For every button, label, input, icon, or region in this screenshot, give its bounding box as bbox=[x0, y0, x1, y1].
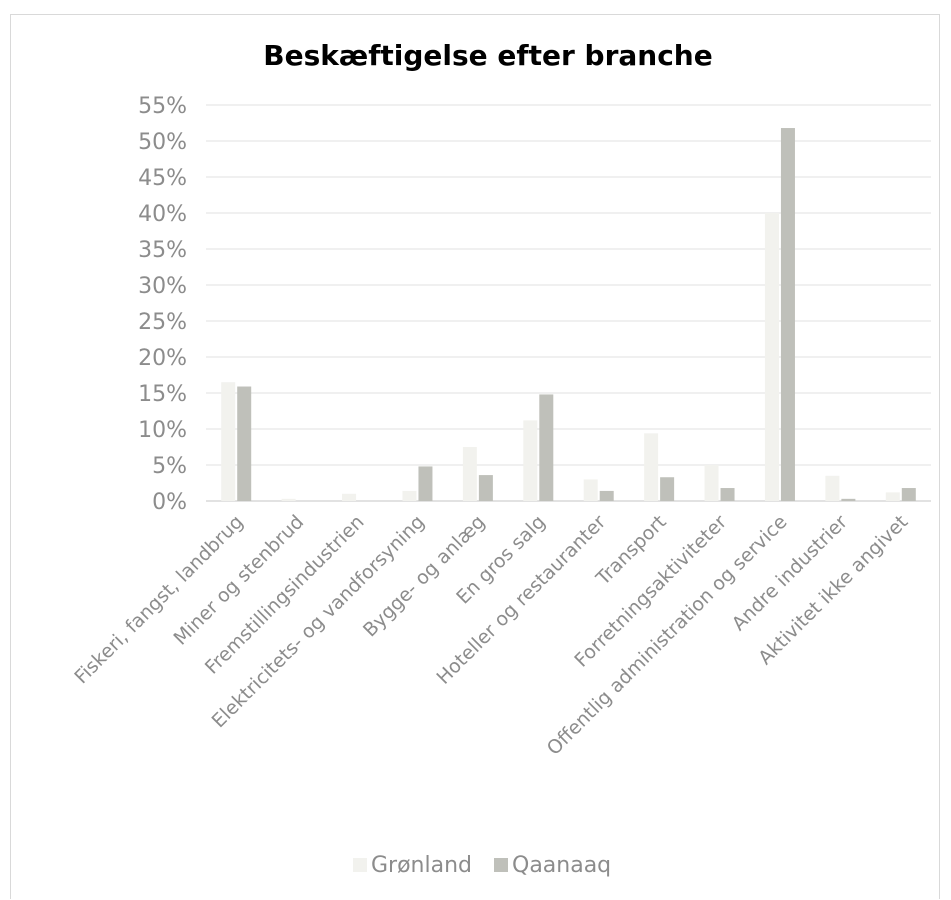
chart-frame: Beskæftigelse efter branche 0% 5% 10% 15% 20… bbox=[10, 14, 940, 899]
y-axis-ticks: 0% 5% 10% 15% 20% 25% 30% 35% 40% 45% 50% 55% bbox=[138, 94, 187, 515]
x-tick-label: Elektricitets- og vandforsyning bbox=[208, 511, 429, 732]
bar-qaanaaq bbox=[418, 466, 433, 501]
bar-gronland bbox=[885, 492, 900, 501]
y-tick-label: 5% bbox=[152, 454, 187, 479]
y-tick-label: 50% bbox=[138, 130, 187, 155]
y-tick-label: 40% bbox=[138, 202, 187, 227]
legend-swatch bbox=[353, 858, 367, 872]
bar-gronland bbox=[764, 213, 779, 501]
bars bbox=[221, 128, 916, 501]
bar-gronland bbox=[704, 465, 719, 501]
bar-gronland bbox=[342, 493, 357, 501]
y-tick-label: 0% bbox=[152, 490, 187, 515]
bar-qaanaaq bbox=[539, 394, 554, 501]
bar-gronland bbox=[462, 447, 477, 501]
y-tick-label: 10% bbox=[138, 418, 187, 443]
bar-gronland bbox=[825, 475, 840, 501]
y-tick-label: 35% bbox=[138, 238, 187, 263]
bar-qaanaaq bbox=[660, 477, 675, 501]
y-tick-label: 15% bbox=[138, 382, 187, 407]
bar-chart: Beskæftigelse efter branche 0% 5% 10% 15% 20… bbox=[70, 39, 931, 878]
legend: Grønland Qaanaaq bbox=[353, 853, 611, 878]
y-tick-label: 45% bbox=[138, 166, 187, 191]
bar-gronland bbox=[583, 479, 598, 501]
bar-qaanaaq bbox=[720, 488, 735, 501]
bar-qaanaaq bbox=[599, 490, 614, 501]
bar-qaanaaq bbox=[237, 386, 252, 501]
gridlines bbox=[206, 104, 931, 502]
bar-qaanaaq bbox=[841, 498, 856, 501]
bar-qaanaaq bbox=[780, 128, 795, 501]
chart-title: Beskæftigelse efter branche bbox=[263, 39, 712, 72]
legend-label: Grønland bbox=[371, 853, 472, 878]
legend-label: Qaanaaq bbox=[512, 853, 611, 878]
y-tick-label: 20% bbox=[138, 346, 187, 371]
y-tick-label: 30% bbox=[138, 274, 187, 299]
legend-swatch bbox=[494, 858, 508, 872]
bar-gronland bbox=[281, 498, 296, 501]
y-tick-label: 25% bbox=[138, 310, 187, 335]
bar-qaanaaq bbox=[478, 475, 493, 501]
bar-gronland bbox=[402, 490, 417, 501]
bar-gronland bbox=[221, 382, 236, 501]
bar-gronland bbox=[523, 420, 538, 501]
bar-gronland bbox=[644, 433, 659, 501]
bar-qaanaaq bbox=[901, 488, 916, 501]
y-tick-label: 55% bbox=[138, 94, 187, 119]
